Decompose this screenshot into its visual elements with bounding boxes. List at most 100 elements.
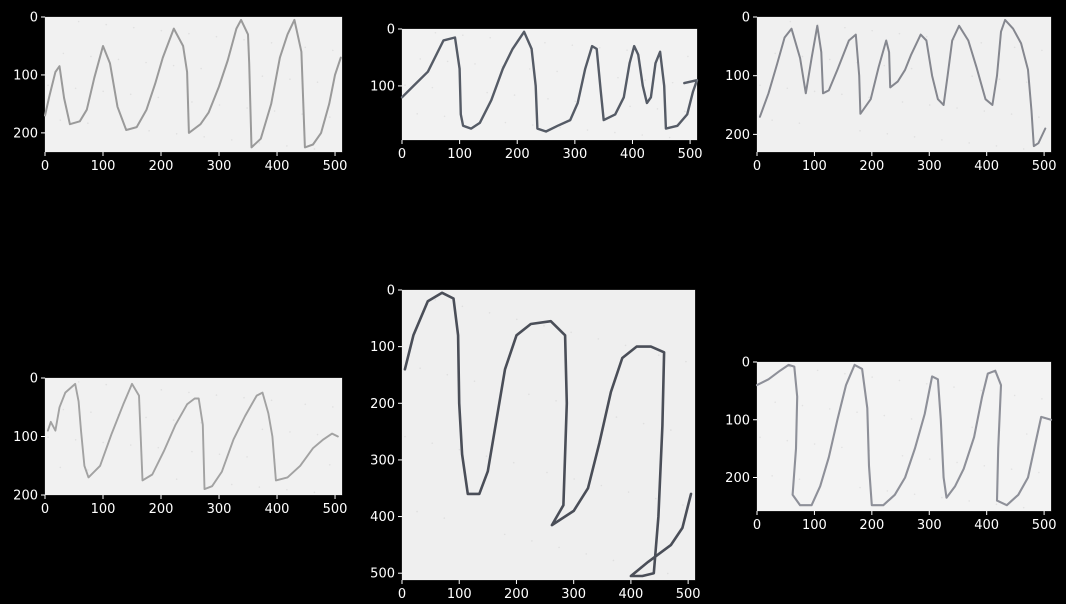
paper-grain bbox=[925, 35, 928, 38]
paper-grain bbox=[980, 41, 983, 44]
paper-grain bbox=[547, 98, 549, 100]
paper-grain bbox=[191, 101, 193, 103]
paper-grain bbox=[512, 461, 515, 464]
paper-grain bbox=[1022, 506, 1025, 509]
paper-grain bbox=[188, 32, 190, 35]
paper-grain bbox=[556, 70, 558, 73]
paper-grain bbox=[1013, 46, 1016, 49]
paper-grain bbox=[871, 29, 873, 32]
x-tick-label: 400 bbox=[618, 587, 643, 602]
paper-grain bbox=[798, 122, 801, 124]
paper-grain bbox=[431, 442, 434, 444]
x-tick-label: 0 bbox=[398, 587, 406, 602]
paper-grain bbox=[434, 298, 437, 301]
paper-grain bbox=[600, 484, 603, 487]
paper-grain bbox=[687, 55, 689, 58]
paper-grain bbox=[615, 416, 618, 418]
y-axis: 0 100 bbox=[370, 23, 402, 94]
paper-grain bbox=[87, 469, 89, 471]
paper-grain bbox=[871, 376, 873, 378]
paper-grain bbox=[157, 446, 160, 449]
pen-stroke bbox=[46, 382, 339, 491]
paper-grain bbox=[571, 44, 574, 47]
paper-grain bbox=[644, 79, 647, 81]
paper-grain bbox=[102, 90, 104, 93]
paper-grain bbox=[544, 41, 546, 44]
paper-grain bbox=[786, 87, 789, 90]
paper-grain bbox=[258, 142, 261, 144]
paper-grain bbox=[230, 139, 233, 141]
paper-grain bbox=[1041, 398, 1043, 400]
paper-grain bbox=[682, 504, 684, 506]
x-tick-label: 500 bbox=[1032, 159, 1057, 174]
y-tick-label: 100 bbox=[725, 69, 750, 84]
paper-grain bbox=[1041, 49, 1043, 52]
paper-grain bbox=[332, 406, 334, 408]
paper-grain bbox=[913, 136, 916, 138]
x-tick-label: 0 bbox=[41, 502, 49, 517]
paper-grain bbox=[670, 429, 672, 431]
paper-grain bbox=[270, 399, 273, 402]
paper-grain bbox=[983, 110, 986, 112]
paper-grain bbox=[188, 391, 190, 394]
paper-grain bbox=[844, 26, 846, 29]
x-tick-label: 100 bbox=[447, 147, 472, 162]
x-tick-label: 300 bbox=[917, 159, 942, 174]
paper-grain bbox=[485, 455, 488, 457]
paper-grain bbox=[558, 546, 560, 549]
paper-grain bbox=[798, 478, 801, 480]
paper-grain bbox=[886, 132, 889, 135]
x-axis: 0 100 200 300 400 500 bbox=[398, 580, 701, 602]
paper-grain bbox=[218, 104, 221, 106]
paper-grain bbox=[995, 145, 998, 147]
x-tick-label: 300 bbox=[562, 147, 587, 162]
paper-grain bbox=[983, 464, 986, 467]
paper-grain bbox=[771, 475, 773, 477]
y-axis: 0 100 200 bbox=[13, 372, 45, 504]
paper-grain bbox=[243, 38, 245, 41]
paper-grain bbox=[1010, 113, 1013, 115]
paper-grain bbox=[261, 428, 264, 431]
paper-grain bbox=[570, 331, 572, 334]
paper-grain bbox=[910, 418, 913, 420]
paper-grain bbox=[868, 96, 870, 99]
paper-grain bbox=[597, 338, 600, 340]
paper-grain bbox=[304, 403, 307, 406]
paper-grain bbox=[774, 401, 776, 403]
paper-grain bbox=[289, 431, 291, 433]
paper-grain bbox=[531, 540, 533, 542]
paper-grain bbox=[87, 122, 89, 124]
y-tick-label: 500 bbox=[370, 567, 395, 582]
paper-image bbox=[757, 362, 1051, 511]
paper-grain bbox=[431, 86, 434, 89]
paper-grain bbox=[813, 443, 816, 445]
paper-grain bbox=[813, 90, 816, 93]
y-tick-label: 0 bbox=[742, 11, 750, 26]
x-tick-label: 500 bbox=[323, 502, 348, 517]
axes-frame bbox=[756, 361, 1052, 512]
paper-grain bbox=[956, 461, 958, 464]
paper-grain bbox=[172, 64, 175, 67]
paper-grain bbox=[59, 466, 62, 469]
paper-grain bbox=[598, 46, 601, 49]
paper-grain bbox=[117, 58, 120, 61]
paper-grain bbox=[200, 67, 202, 70]
paper-grain bbox=[642, 422, 645, 425]
paper-grain bbox=[654, 497, 657, 500]
axes-frame bbox=[44, 16, 343, 153]
y-tick-label: 300 bbox=[370, 453, 395, 468]
paper-grain bbox=[656, 108, 659, 110]
paper-grain bbox=[586, 129, 589, 131]
paper-grain bbox=[513, 94, 516, 96]
paper-grain bbox=[443, 517, 446, 519]
paper-grain bbox=[614, 131, 616, 134]
paper-grain bbox=[928, 104, 931, 106]
paper-grain bbox=[956, 107, 958, 109]
x-tick-label: 300 bbox=[917, 518, 942, 533]
paper-grain bbox=[461, 305, 464, 308]
paper-grain bbox=[546, 471, 548, 474]
y-tick-label: 0 bbox=[387, 284, 395, 299]
paper-grain bbox=[624, 344, 627, 347]
